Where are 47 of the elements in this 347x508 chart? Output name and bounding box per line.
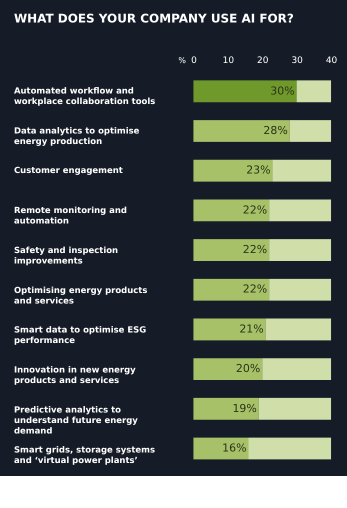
data-label: 23% bbox=[246, 164, 271, 177]
data-label: 20% bbox=[236, 362, 260, 376]
bar bbox=[193, 80, 297, 102]
x-tick-label: 0 bbox=[191, 56, 198, 66]
data-label: 30% bbox=[270, 84, 295, 98]
bar bbox=[193, 199, 270, 222]
y-tick-label: Predictive analytics to understand future energy demand bbox=[14, 404, 138, 436]
chart-title: WHAT DOES YOUR COMPANY USE AI FOR? bbox=[14, 12, 294, 26]
data-label: 22% bbox=[242, 282, 268, 296]
bar bbox=[272, 160, 332, 182]
x-tick-label: 40 bbox=[326, 56, 338, 66]
y-tick-label: Remote monitoring and automation bbox=[14, 205, 127, 226]
bar bbox=[248, 438, 332, 460]
y-tick-label: Innovation in new energy products and services bbox=[14, 364, 136, 386]
data-label: 22% bbox=[242, 243, 268, 256]
bar bbox=[266, 318, 332, 340]
bar bbox=[193, 398, 259, 420]
x-axis-title: % bbox=[178, 56, 186, 66]
y-tick-label: Customer engagement bbox=[14, 165, 123, 176]
x-tick-label: 30 bbox=[291, 56, 304, 66]
bar bbox=[193, 358, 262, 380]
data-label: 28% bbox=[263, 124, 288, 137]
data-label: 19% bbox=[232, 402, 257, 415]
y-tick-label: Optimising energy products and services bbox=[14, 284, 148, 306]
bar bbox=[262, 358, 332, 380]
x-tick-label: 10 bbox=[222, 56, 234, 66]
bar bbox=[269, 278, 332, 301]
y-tick-label: Smart grids, storage systems and ‘virtual power plants’ bbox=[14, 444, 156, 465]
data-label: 16% bbox=[222, 441, 246, 454]
x-tick-label: 20 bbox=[257, 56, 269, 66]
bar bbox=[193, 239, 270, 261]
bar bbox=[296, 80, 332, 102]
bar bbox=[290, 120, 332, 142]
bar bbox=[269, 199, 332, 222]
data-label: 21% bbox=[239, 322, 264, 336]
bar bbox=[193, 160, 273, 182]
bar bbox=[193, 278, 270, 301]
bar bbox=[258, 398, 332, 420]
bar bbox=[193, 438, 248, 460]
y-tick-label: Safety and inspection improvements bbox=[14, 244, 118, 266]
y-tick-label: Smart data to optimise ESG performance bbox=[14, 324, 146, 346]
bar bbox=[269, 239, 332, 261]
bar bbox=[193, 318, 266, 340]
bar bbox=[193, 120, 290, 142]
y-tick-label: Automated workflow and workplace collaboration tools bbox=[14, 85, 156, 106]
data-label: 22% bbox=[242, 203, 268, 216]
y-tick-label: Data analytics to optimise energy production bbox=[14, 125, 140, 146]
